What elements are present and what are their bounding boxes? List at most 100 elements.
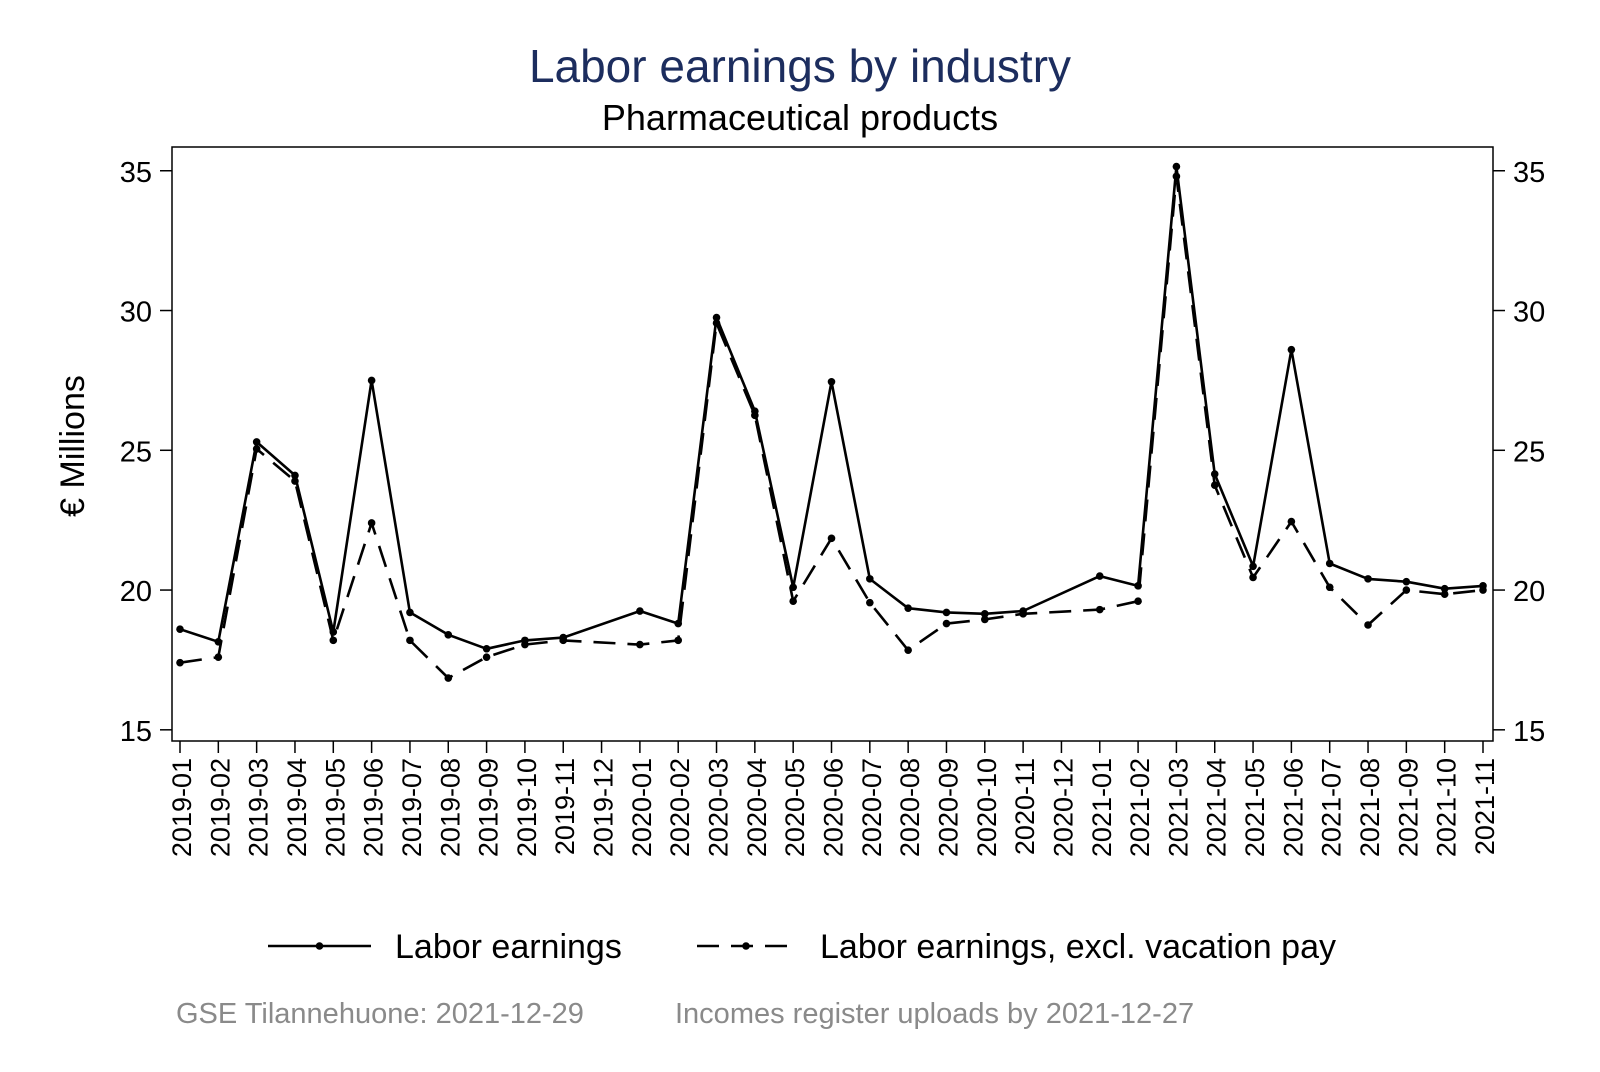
x-tick-label: 2021-10 [1432, 758, 1462, 857]
y-axis-label: € Millions [54, 375, 92, 517]
legend-marker [742, 942, 750, 950]
x-tick-label: 2020-05 [780, 758, 810, 857]
x-tick-label: 2019-09 [474, 758, 504, 857]
y2-tick-label: 35 [1513, 157, 1545, 189]
x-tick-label: 2021-04 [1202, 758, 1232, 857]
y-tick-label: 30 [120, 297, 152, 329]
point-marker [1440, 590, 1449, 599]
point-marker [291, 471, 299, 480]
point-marker [291, 477, 299, 485]
point-marker [1134, 597, 1142, 606]
x-tick-label: 2019-05 [320, 758, 350, 857]
point-marker [1287, 345, 1296, 354]
point-marker [252, 445, 261, 453]
point-marker [866, 575, 874, 583]
point-marker [1172, 172, 1181, 181]
x-tick-label: 2020-01 [627, 758, 657, 857]
point-marker [1172, 162, 1181, 171]
legend-label: Labor earnings [395, 928, 622, 966]
point-marker [1095, 605, 1104, 614]
point-marker [980, 610, 989, 618]
x-tick-label: 2020-10 [972, 758, 1002, 857]
point-marker [482, 644, 491, 653]
point-marker [1402, 586, 1411, 594]
x-tick-label: 2020-06 [819, 758, 849, 857]
point-marker [406, 636, 414, 645]
point-marker [636, 607, 644, 615]
x-tick-label: 2021-03 [1163, 758, 1193, 857]
y2-tick-label: 30 [1513, 297, 1545, 329]
legend-marker [315, 942, 324, 950]
point-marker [712, 319, 721, 327]
footnote: Incomes register uploads by 2021-12-27 [675, 998, 1194, 1030]
y-tick-label: 25 [120, 436, 152, 468]
x-tick-label: 2021-09 [1393, 758, 1423, 857]
x-tick-label: 2019-12 [589, 758, 619, 857]
point-marker [482, 653, 491, 661]
x-tick-label: 2020-12 [1048, 758, 1078, 857]
point-marker [1325, 559, 1334, 568]
point-marker [521, 640, 529, 649]
point-marker [712, 313, 721, 322]
point-marker [176, 625, 184, 633]
y2-tick-label: 20 [1513, 576, 1545, 608]
point-marker [1287, 517, 1296, 526]
point-marker [444, 630, 453, 639]
x-tick-label: 2021-11 [1470, 758, 1500, 855]
x-tick-label: 2019-02 [205, 758, 235, 857]
point-marker [674, 636, 683, 645]
point-marker [329, 636, 338, 645]
point-marker [1249, 573, 1257, 582]
x-tick-label: 2021-07 [1317, 758, 1347, 857]
x-tick-label: 2021-02 [1125, 758, 1155, 857]
y2-tick-label: 25 [1513, 436, 1545, 468]
chart-subtitle: Pharmaceutical products [602, 97, 998, 138]
point-marker [367, 519, 376, 527]
point-marker [636, 640, 644, 649]
point-marker [904, 604, 912, 613]
x-tick-label: 2019-06 [359, 758, 389, 857]
point-marker [827, 534, 836, 543]
x-tick-label: 2019-10 [512, 758, 542, 857]
x-tick-label: 2019-08 [435, 758, 465, 857]
chart-title: Labor earnings by industry [529, 40, 1071, 92]
y-tick-label: 35 [120, 157, 152, 189]
y2-tick-label: 15 [1513, 716, 1545, 748]
y-tick-label: 20 [120, 576, 152, 608]
point-marker [252, 438, 261, 446]
x-tick-label: 2019-04 [282, 758, 312, 857]
point-marker [866, 598, 874, 607]
point-marker [1402, 577, 1411, 586]
point-marker [1325, 583, 1334, 592]
y-tick-label: 15 [120, 716, 152, 748]
x-tick-label: 2020-07 [857, 758, 887, 857]
point-marker [559, 636, 568, 645]
point-marker [827, 378, 836, 386]
point-marker [214, 653, 223, 661]
x-tick-label: 2021-06 [1278, 758, 1308, 857]
x-tick-label: 2021-08 [1355, 758, 1385, 857]
point-marker [1019, 610, 1027, 618]
point-marker [406, 608, 414, 617]
x-tick-label: 2020-08 [895, 758, 925, 857]
point-marker [1364, 575, 1372, 583]
x-tick-label: 2021-01 [1087, 758, 1117, 857]
plot-frame [171, 146, 1494, 742]
point-marker [1364, 621, 1372, 629]
point-marker [1479, 586, 1487, 594]
x-tick-label: 2021-05 [1240, 758, 1270, 857]
point-marker [789, 597, 797, 606]
point-marker [942, 619, 951, 628]
x-tick-label: 2019-07 [397, 758, 427, 857]
point-marker [367, 376, 376, 385]
x-tick-label: 2019-03 [244, 758, 274, 857]
point-marker [904, 646, 912, 654]
point-marker [1210, 481, 1219, 490]
point-marker [1095, 572, 1104, 580]
x-tick-label: 2020-03 [704, 758, 734, 857]
x-tick-label: 2020-04 [742, 758, 772, 857]
x-tick-label: 2019-01 [167, 758, 197, 857]
point-marker [980, 615, 989, 624]
